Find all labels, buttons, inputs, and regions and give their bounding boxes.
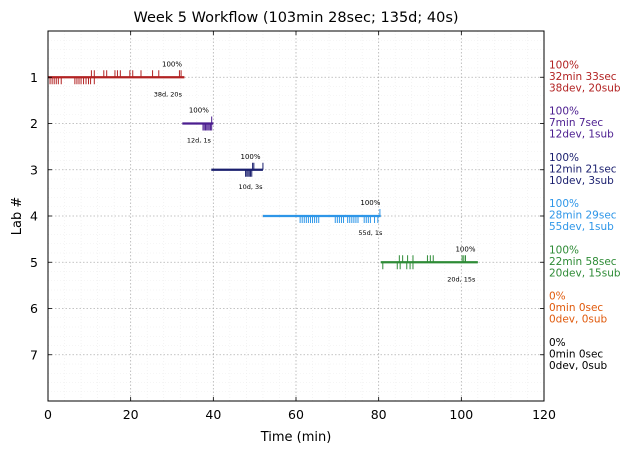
lab-2-summary-line: 7min 7sec [549, 117, 603, 129]
y-tick-label-7: 7 [30, 347, 38, 362]
x-tick-label-120: 120 [532, 407, 556, 422]
lab-3-count-label: 10d, 3s [239, 183, 264, 191]
lab-5-count-label: 20d, 15s [447, 275, 476, 283]
lab-1-count-label: 38d, 20s [154, 90, 183, 98]
y-tick-label-1: 1 [30, 70, 38, 85]
lab-5-summary-line: 22min 58sec [549, 256, 617, 268]
x-tick-label-60: 60 [288, 407, 304, 422]
y-tick-label-3: 3 [30, 162, 38, 177]
y-axis-label: Lab # [10, 197, 25, 236]
lab-2-summary-line: 12dev, 1sub [549, 129, 614, 141]
lab-7-summary-line: 0min 0sec [549, 348, 603, 360]
lab-6-summary-line: 0dev, 0sub [549, 314, 608, 326]
lab-1-summary-line: 38dev, 20sub [549, 82, 621, 94]
lab-marks: 100% 38d, 20s 100% 12d, 1s 100% 10d, 3s 100% 55… [48, 60, 478, 283]
x-tick-label-80: 80 [371, 407, 387, 422]
x-tick-label-0: 0 [44, 407, 52, 422]
lab-1-summary-line: 100% [549, 59, 579, 71]
lab-4-summary-line: 100% [549, 198, 579, 210]
x-tick-label-100: 100 [449, 407, 473, 422]
lab-4-pct-label: 100% [360, 199, 380, 207]
y-tick-label-6: 6 [30, 301, 38, 316]
x-tick-label-20: 20 [123, 407, 139, 422]
lab-6-summary-line: 0min 0sec [549, 302, 603, 314]
lab-7-summary-line: 0dev, 0sub [549, 360, 608, 372]
lab-5-pct-label: 100% [455, 245, 475, 253]
lab-4-summary-line: 28min 29sec [549, 210, 617, 222]
lab-4-summary-line: 55dev, 1sub [549, 221, 614, 233]
lab-2-pct-label: 100% [189, 107, 209, 115]
y-tick-label-2: 2 [30, 116, 38, 131]
lab-5-summary-line: 20dev, 15sub [549, 267, 621, 279]
lab-4-count-label: 55d, 1s [358, 229, 383, 237]
x-tick-label-40: 40 [205, 407, 221, 422]
lab-3-summary-line: 10dev, 3sub [549, 175, 614, 187]
lab-5-summary-line: 100% [549, 244, 579, 256]
lab-3-summary-line: 100% [549, 152, 579, 164]
lab-1-pct-label: 100% [162, 60, 182, 68]
axis-ticks: 0 20 40 60 80 100 120 1 2 3 4 5 6 7 [30, 31, 556, 422]
lab-3-summary-line: 12min 21sec [549, 163, 617, 175]
chart-title: Week 5 Workflow (103min 28sec; 135d; 40s… [133, 10, 458, 26]
x-axis-label: Time (min) [260, 430, 332, 445]
lab-7-summary-line: 0% [549, 337, 566, 349]
lab-3-pct-label: 100% [241, 153, 261, 161]
y-tick-label-4: 4 [30, 209, 38, 224]
lab-6-summary-line: 0% [549, 291, 566, 303]
lab-2-summary-line: 100% [549, 106, 579, 118]
y-tick-label-5: 5 [30, 255, 38, 270]
lab-2-count-label: 12d, 1s [187, 137, 212, 145]
lab-1-summary-line: 32min 33sec [549, 71, 617, 83]
